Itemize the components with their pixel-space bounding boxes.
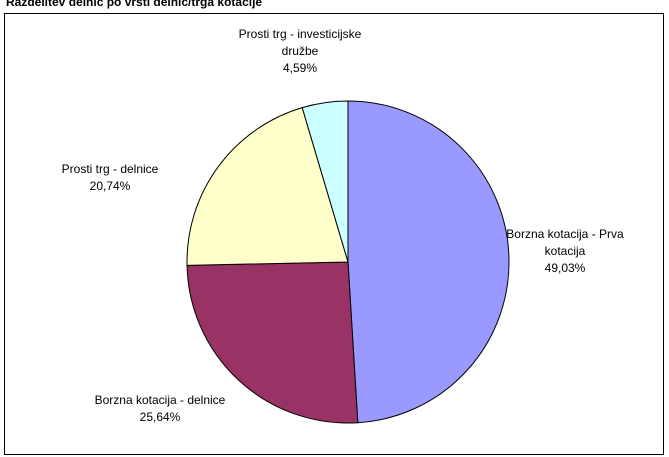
slice-value: 25,64% bbox=[139, 410, 181, 424]
slice-value: 49,03% bbox=[544, 261, 586, 275]
slice-name: Prosti trg - investicijske družbe bbox=[238, 27, 362, 58]
slice-label: Borzna kotacija - Prva kotacija 49,03% bbox=[505, 226, 625, 277]
chart-title: Razdelitev delnic po vrsti delnic/trga k… bbox=[6, 0, 263, 9]
slice-value: 4,59% bbox=[282, 61, 318, 75]
slice-name: Prosti trg - delnice bbox=[61, 162, 159, 176]
pie-slice bbox=[347, 100, 510, 424]
slice-name: Borzna kotacija - Prva kotacija bbox=[506, 227, 624, 258]
slice-name: Borzna kotacija - delnice bbox=[94, 393, 226, 407]
chart-frame bbox=[4, 13, 664, 455]
slice-label: Borzna kotacija - delnice 25,64% bbox=[85, 392, 235, 426]
slice-value: 20,74% bbox=[89, 179, 131, 193]
pie-slice bbox=[186, 261, 359, 424]
pie-slice bbox=[186, 107, 349, 266]
slice-label: Prosti trg - investicijske družbe 4,59% bbox=[230, 26, 370, 77]
pie-slice bbox=[301, 100, 349, 263]
slice-label: Prosti trg - delnice 20,74% bbox=[40, 161, 180, 195]
